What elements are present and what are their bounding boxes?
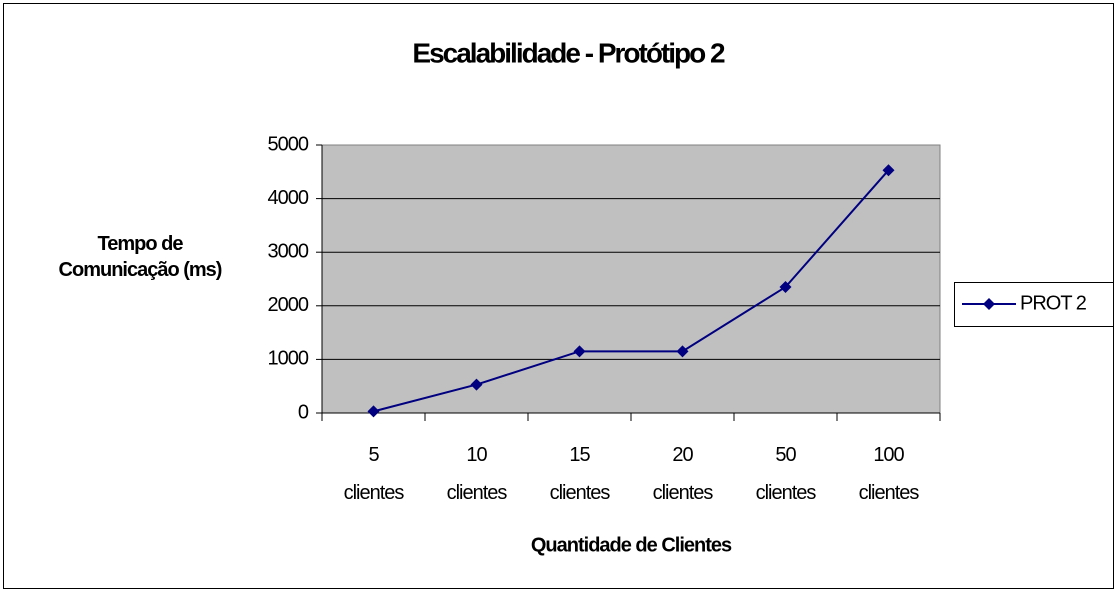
marker: [779, 281, 792, 294]
x-tick-label: 5 clientes: [344, 444, 405, 504]
x-tick-label: 10 clientes: [447, 444, 508, 504]
y-tick-label: 4000: [268, 187, 309, 209]
marker: [882, 164, 895, 177]
marker: [367, 405, 380, 418]
series-line: [373, 169, 890, 413]
legend-label: PROT 2: [1020, 292, 1087, 314]
y-tick-label: 3000: [268, 240, 309, 262]
y-tick-label: 0: [298, 401, 309, 423]
x-tick-label: 15 clientes: [550, 444, 611, 504]
chart-title: Escalabilidade - Protótipo 2: [412, 37, 725, 68]
legend: [954, 282, 1114, 327]
marker: [573, 345, 586, 358]
y-tick-label: 1000: [268, 348, 309, 370]
x-tick-label: 50 clientes: [756, 444, 817, 504]
marker: [676, 345, 689, 358]
marker: [470, 378, 483, 391]
y-tick-label: 5000: [268, 133, 309, 155]
x-tick-label: 20 clientes: [653, 444, 714, 504]
plot-area: [321, 144, 941, 414]
y-tick-label: 2000: [268, 294, 309, 316]
x-tick-label: 100 clientes: [859, 444, 920, 504]
marker: [983, 298, 995, 310]
y-axis-title: Tempo de Comunicação (ms): [59, 233, 222, 281]
x-axis-title: Quantidade de Clientes: [531, 534, 732, 556]
